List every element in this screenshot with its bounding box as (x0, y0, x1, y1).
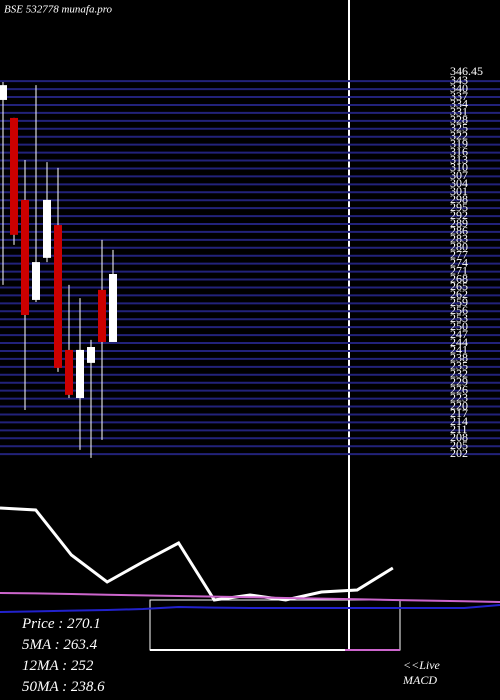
y-tick-label: 271 (450, 263, 468, 277)
y-tick-label: 247 (450, 327, 468, 341)
y-tick-label: 208 (450, 430, 468, 444)
y-tick-label: 259 (450, 295, 468, 309)
stat-value: 238.6 (71, 679, 105, 695)
candle-body (109, 273, 117, 342)
y-tick-label: 319 (450, 136, 468, 150)
stat-label: 12MA : (22, 658, 67, 674)
y-tick-label: 265 (450, 279, 468, 293)
y-tick-label: 274 (450, 255, 468, 269)
y-tick-label: 235 (450, 359, 468, 373)
y-tick-label: 268 (450, 271, 468, 285)
candle-body (21, 199, 29, 315)
y-tick-label: 289 (450, 216, 468, 230)
y-tick-label: 229 (450, 374, 468, 388)
stat-label: 5MA : (22, 637, 60, 653)
candle-body (54, 225, 62, 368)
candle-body (98, 289, 106, 342)
y-tick-label: 292 (450, 208, 468, 222)
y-tick-label: 214 (450, 414, 468, 428)
y-tick-label: 217 (450, 406, 468, 420)
live-label: <<Live (403, 658, 441, 672)
y-tick-label: 331 (450, 105, 468, 119)
y-tick-label: 256 (450, 303, 468, 317)
stat-text: 5MA : 263.4 (22, 637, 98, 653)
y-tick-label: 322 (450, 128, 468, 142)
y-tick-label: 202 (450, 446, 468, 460)
y-tick-label: 244 (450, 335, 468, 349)
y-tick-label: 295 (450, 200, 468, 214)
y-tick-label: 337 (450, 89, 468, 103)
candle-body (87, 347, 95, 363)
y-tick-label: 262 (450, 287, 468, 301)
y-tick-label: 211 (450, 422, 468, 436)
y-tick-label: 343 (450, 73, 468, 87)
y-tick-label: 232 (450, 367, 468, 381)
macd-label: MACD (402, 673, 437, 687)
candle-body (0, 85, 7, 100)
y-tick-label: 313 (450, 152, 468, 166)
y-tick-label: 286 (450, 224, 468, 238)
top-price-label: 346.45 (450, 64, 483, 78)
candle-body (43, 199, 51, 258)
stat-label: 50MA : (22, 679, 67, 695)
stat-text: 50MA : 238.6 (22, 679, 105, 695)
y-tick-label: 328 (450, 113, 468, 127)
candle-body (76, 349, 84, 399)
indicator-line (0, 592, 500, 603)
candle-body (10, 117, 18, 235)
y-tick-label: 238 (450, 351, 468, 365)
y-tick-label: 316 (450, 144, 468, 158)
y-tick-label: 205 (450, 438, 468, 452)
y-tick-label: 226 (450, 382, 468, 396)
stat-text: Price : 270.1 (21, 616, 101, 632)
y-tick-label: 253 (450, 311, 468, 325)
y-tick-label: 223 (450, 390, 468, 404)
candle-body (65, 349, 73, 395)
y-tick-label: 334 (450, 97, 468, 111)
stat-value: 263.4 (63, 637, 97, 653)
y-tick-label: 325 (450, 121, 468, 135)
chart-title: BSE 532778 munafa.pro (4, 4, 113, 16)
stat-text: 12MA : 252 (22, 658, 94, 674)
y-tick-label: 301 (450, 184, 468, 198)
y-tick-label: 277 (450, 247, 468, 261)
y-tick-label: 250 (450, 319, 468, 333)
candle-body (32, 262, 40, 300)
y-tick-label: 241 (450, 343, 468, 357)
y-tick-label: 280 (450, 240, 468, 254)
y-tick-label: 340 (450, 81, 468, 95)
stat-value: 252 (71, 658, 94, 674)
indicator-line (0, 506, 394, 602)
stat-value: 270.1 (67, 616, 101, 632)
y-tick-label: 310 (450, 160, 468, 174)
indicator-line (0, 604, 500, 613)
y-tick-label: 298 (450, 192, 468, 206)
y-tick-label: 283 (450, 232, 468, 246)
y-tick-label: 304 (450, 176, 468, 190)
stat-label: Price : (21, 616, 63, 632)
y-tick-label: 307 (450, 168, 468, 182)
y-tick-label: 220 (450, 398, 468, 412)
